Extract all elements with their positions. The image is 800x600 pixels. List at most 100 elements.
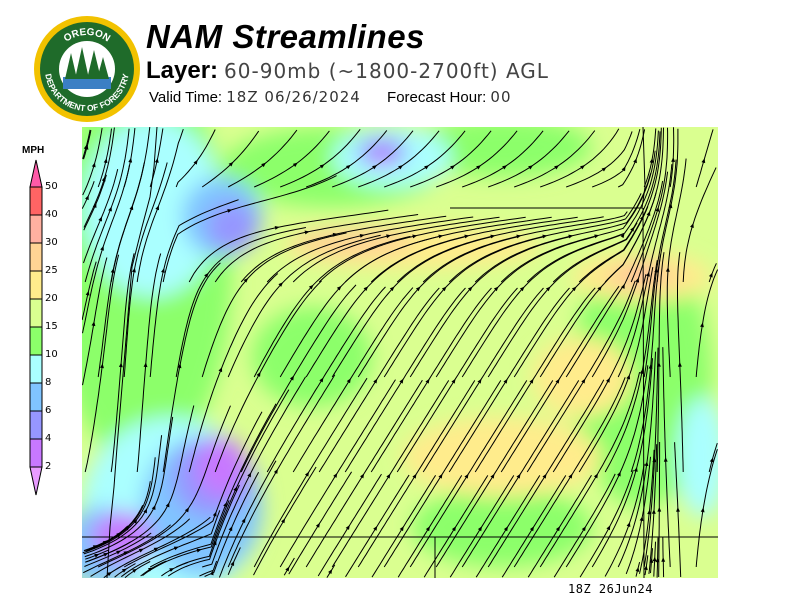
streamline bbox=[292, 287, 414, 473]
map-timestamp: 18Z 26Jun24 bbox=[568, 582, 653, 596]
streamline bbox=[643, 159, 677, 378]
streamline bbox=[201, 232, 347, 378]
streamline bbox=[625, 456, 651, 575]
valid-time-label: Valid Time: bbox=[149, 89, 223, 106]
streamline-arrow bbox=[132, 568, 138, 573]
streamline bbox=[81, 181, 95, 209]
streamline-arrow bbox=[228, 161, 234, 167]
streamline bbox=[383, 380, 502, 568]
streamline-arrow bbox=[85, 195, 89, 201]
streamline bbox=[604, 463, 645, 577]
streamline-arrow bbox=[373, 378, 378, 384]
legend-tick-label: 25 bbox=[45, 265, 58, 276]
streamline-arrow bbox=[671, 157, 676, 162]
streamline-arrow bbox=[701, 158, 706, 164]
streamline bbox=[82, 524, 171, 574]
streamline bbox=[648, 444, 658, 574]
streamline-arrow bbox=[665, 267, 670, 272]
streamline bbox=[345, 474, 410, 578]
streamline bbox=[500, 285, 620, 473]
streamline-arrow bbox=[118, 362, 123, 368]
streamline-arrow bbox=[333, 472, 338, 478]
legend-tick-label: 8 bbox=[45, 377, 52, 388]
streamline bbox=[86, 481, 151, 552]
streamline-arrow bbox=[121, 568, 127, 573]
streamline bbox=[149, 403, 277, 568]
streamline-arrow bbox=[138, 548, 144, 553]
streamline-arrow bbox=[123, 551, 129, 556]
streamline bbox=[422, 211, 628, 283]
streamline bbox=[423, 475, 489, 578]
streamline bbox=[188, 273, 279, 473]
streamline-arrow bbox=[151, 504, 156, 510]
streamline-arrow bbox=[438, 473, 443, 479]
streamline-arrow bbox=[493, 286, 499, 292]
streamline bbox=[136, 253, 162, 473]
streamline bbox=[410, 130, 492, 188]
streamline-arrow bbox=[593, 473, 598, 479]
streamline-arrow bbox=[218, 367, 223, 373]
streamline-arrow bbox=[143, 362, 148, 368]
streamline bbox=[566, 131, 633, 188]
streamline bbox=[202, 376, 307, 568]
streamline-arrow bbox=[503, 526, 508, 532]
streamline bbox=[474, 287, 596, 473]
legend-tick-label: 2 bbox=[45, 461, 52, 472]
streamline-arrow bbox=[228, 526, 233, 532]
valid-time-value: 18Z 06/26/2024 bbox=[226, 88, 361, 106]
wind-speed-region bbox=[207, 202, 257, 252]
streamline-arrow bbox=[542, 473, 547, 479]
streamline-arrow bbox=[132, 518, 138, 524]
streamline-arrow bbox=[594, 234, 600, 239]
streamline-arrow bbox=[386, 234, 392, 239]
streamline bbox=[513, 377, 626, 568]
streamline-arrow bbox=[415, 286, 421, 292]
streamline bbox=[105, 516, 211, 577]
streamline-arrow bbox=[639, 369, 644, 374]
streamline bbox=[526, 280, 636, 473]
streamline-arrow bbox=[360, 473, 365, 479]
streamline-arrow bbox=[169, 568, 175, 572]
streamline-arrow bbox=[516, 234, 522, 239]
streamline bbox=[84, 416, 174, 558]
streamline bbox=[488, 130, 570, 188]
layer-info: Layer: 60-90mb (~1800-2700ft) AGL bbox=[146, 57, 549, 85]
legend-unit: MPH bbox=[22, 145, 45, 156]
streamline-arrow bbox=[555, 378, 560, 384]
streamline bbox=[526, 130, 659, 283]
streamline-arrow bbox=[554, 165, 560, 170]
streamline-arrow bbox=[633, 158, 637, 164]
streamline bbox=[344, 216, 552, 283]
streamline bbox=[578, 267, 654, 473]
valid-time-info: Valid Time: 18Z 06/26/2024 Forecast Hour… bbox=[149, 88, 512, 106]
streamline-arrow bbox=[261, 162, 266, 168]
legend-tick-label: 10 bbox=[45, 349, 58, 360]
streamline bbox=[617, 351, 656, 568]
streamline-arrow bbox=[477, 526, 482, 532]
streamline bbox=[656, 252, 665, 473]
streamline bbox=[579, 469, 634, 578]
streamline-arrow bbox=[110, 268, 115, 274]
legend-tick-label: 40 bbox=[45, 209, 58, 220]
streamline bbox=[396, 216, 604, 283]
streamline-arrow bbox=[319, 164, 325, 169]
streamline-arrow bbox=[467, 286, 473, 292]
streamline bbox=[84, 254, 120, 473]
streamline bbox=[199, 560, 218, 577]
wind-speed-region bbox=[197, 437, 247, 497]
streamline-arrow bbox=[441, 286, 447, 292]
streamline-arrow bbox=[98, 216, 102, 222]
streamline bbox=[136, 128, 184, 283]
streamline-arrow bbox=[84, 144, 89, 150]
streamline-arrow bbox=[412, 473, 417, 479]
streamline-arrow bbox=[153, 547, 159, 552]
streamline-arrow bbox=[274, 225, 280, 230]
streamline-arrow bbox=[528, 165, 534, 170]
streamline bbox=[695, 129, 714, 188]
streamline bbox=[82, 457, 156, 554]
streamline-arrow bbox=[661, 557, 666, 562]
streamline-arrow bbox=[389, 286, 395, 292]
streamline bbox=[448, 193, 642, 283]
streamline-arrow bbox=[646, 210, 651, 216]
streamline-arrow bbox=[581, 378, 586, 384]
